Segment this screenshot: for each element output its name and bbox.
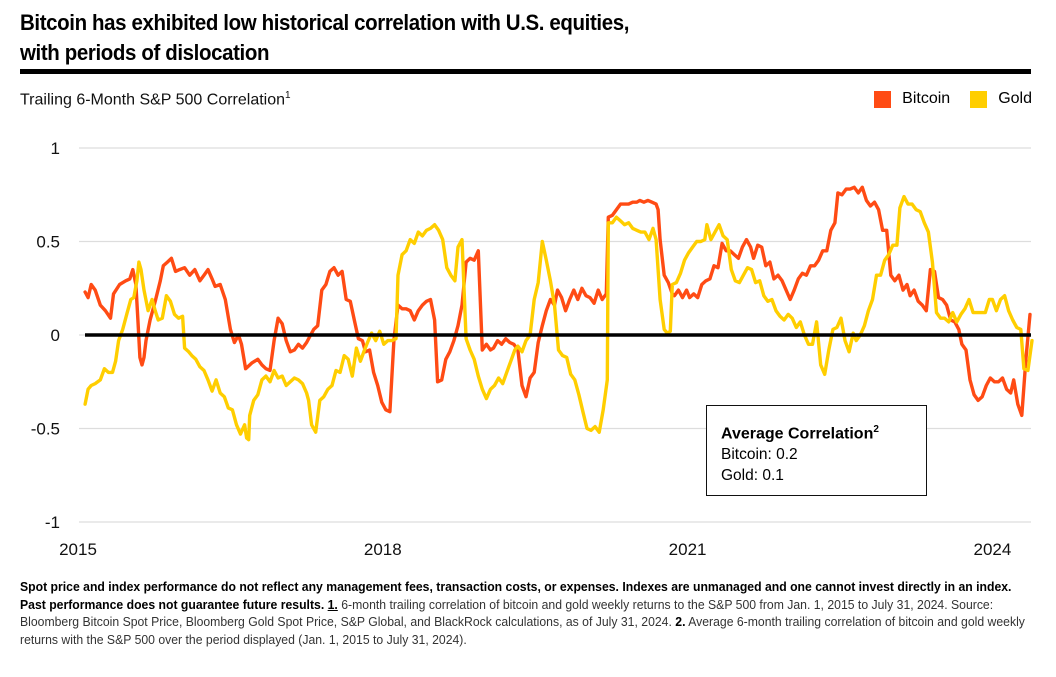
y-tick-label: 0 <box>51 326 60 345</box>
average-correlation-heading: Average Correlation2 <box>721 419 926 444</box>
title-line-2: with periods of dislocation <box>20 40 270 65</box>
legend-label-bitcoin: Bitcoin <box>902 90 951 107</box>
line-chart: 1 0.5 0 -0.5 -1 2015 2018 2021 2024 <box>31 139 1034 559</box>
footnote-ref-1: 1 <box>285 90 291 101</box>
legend-swatch-gold <box>970 90 988 108</box>
footnote-text-1: 6-month trailing correlation of bitcoin … <box>20 596 994 630</box>
disclaimer: Spot price and index performance do not … <box>20 579 1012 612</box>
footnote-text-2: Average 6-month trailing correlation of … <box>20 614 1025 647</box>
average-correlation-box: Average Correlation2 Bitcoin: 0.2 Gold: … <box>706 405 927 496</box>
legend-item-bitcoin: Bitcoin <box>874 90 950 108</box>
series-lines <box>83 185 1034 442</box>
y-tick-label: -1 <box>45 513 60 532</box>
legend-item-gold: Gold <box>970 90 1032 108</box>
y-tick-label: 0.5 <box>36 233 60 252</box>
legend: Bitcoin Gold <box>854 90 1032 108</box>
title-line-1: Bitcoin has exhibited low historical cor… <box>20 10 630 35</box>
average-correlation-bitcoin: Bitcoin: 0.2 <box>721 446 798 464</box>
y-tick-label: -0.5 <box>31 420 60 439</box>
title-divider <box>20 69 1031 74</box>
x-tick-label: 2015 <box>59 540 97 559</box>
y-tick-labels: 1 0.5 0 -0.5 -1 <box>31 139 60 532</box>
x-tick-label: 2024 <box>973 540 1011 559</box>
average-correlation-heading-text: Average Correlation <box>721 425 874 443</box>
footnote-number-1: 1. <box>327 596 338 612</box>
legend-swatch-bitcoin <box>874 90 892 108</box>
series-line-bitcoin <box>83 185 1032 418</box>
x-tick-label: 2018 <box>364 540 402 559</box>
x-tick-labels: 2015 2018 2021 2024 <box>59 540 1011 559</box>
y-axis-title: Trailing 6-Month S&P 500 Correlation1 <box>20 90 291 109</box>
legend-label-gold: Gold <box>998 90 1032 107</box>
chart-title: Bitcoin has exhibited low historical cor… <box>20 8 857 68</box>
series-line-gold <box>83 194 1034 442</box>
footnote-number-2: 2. <box>675 614 686 629</box>
y-axis-title-text: Trailing 6-Month S&P 500 Correlation <box>20 91 286 109</box>
footnote-ref-2: 2 <box>873 424 879 435</box>
x-tick-label: 2021 <box>669 540 707 559</box>
average-correlation-gold: Gold: 0.1 <box>721 467 784 485</box>
footnote: Spot price and index performance do not … <box>20 578 1035 648</box>
y-tick-label: 1 <box>51 139 60 158</box>
